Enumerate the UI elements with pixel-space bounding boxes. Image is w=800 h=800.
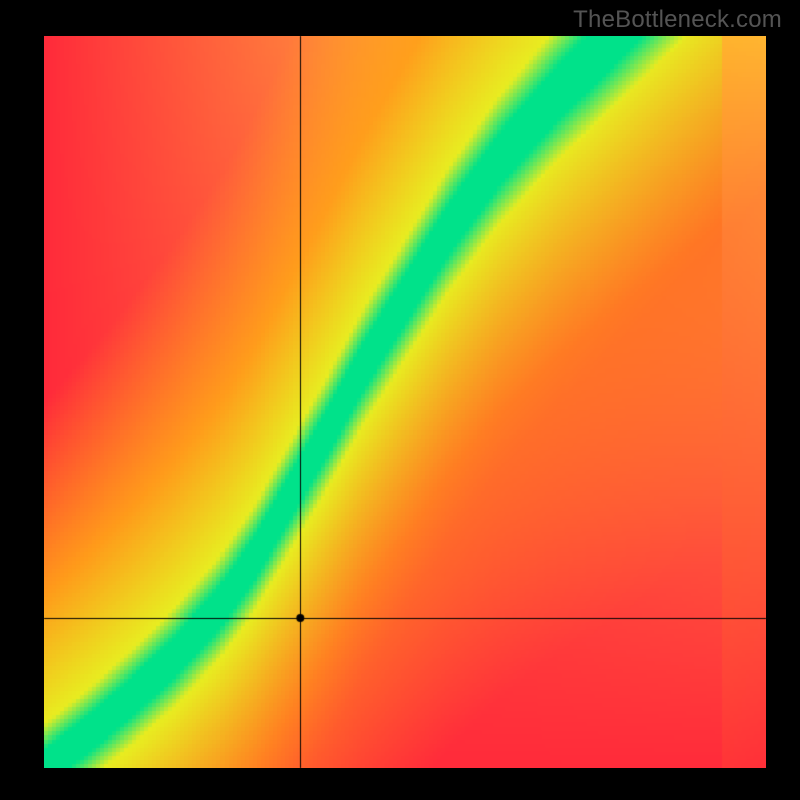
watermark-label: TheBottleneck.com [573,6,782,34]
heatmap-canvas [44,36,766,768]
chart-container: TheBottleneck.com [0,0,800,800]
